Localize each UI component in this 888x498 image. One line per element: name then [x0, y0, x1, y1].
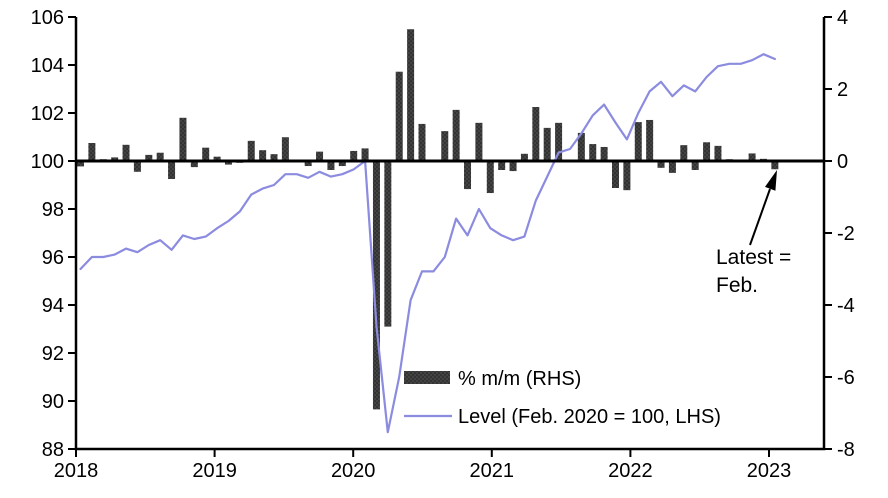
- bar-month-6: [145, 154, 153, 161]
- bar-month-9: [179, 117, 187, 161]
- left-axis-tick-label: 92: [42, 343, 64, 365]
- right-axis-tick-label: 4: [837, 7, 848, 29]
- legend-bar-label: % m/m (RHS): [458, 368, 581, 390]
- bar-month-45: [589, 144, 597, 161]
- bar-month-55: [703, 142, 711, 161]
- bar-month-18: [281, 137, 289, 161]
- bar-month-28: [395, 71, 403, 161]
- bar-month-54: [691, 161, 699, 170]
- right-axis-tick-label: -8: [837, 439, 855, 461]
- x-axis-tick-label: 2022: [608, 460, 653, 482]
- bar-month-0: [77, 161, 84, 167]
- bar-month-29: [407, 29, 415, 161]
- bar-month-21: [316, 151, 324, 161]
- bar-month-59: [748, 153, 756, 161]
- bar-month-48: [623, 161, 631, 191]
- bar-month-37: [498, 161, 506, 170]
- annotation-arrow-icon: [765, 170, 777, 191]
- left-axis-tick-label: 96: [42, 247, 64, 269]
- right-axis-tick-label: 0: [837, 151, 848, 173]
- left-axis-tick-label: 94: [42, 295, 64, 317]
- bar-month-24: [350, 150, 358, 161]
- x-axis-tick-label: 2023: [747, 460, 792, 482]
- left-axis-tick-label: 102: [31, 103, 64, 125]
- left-axis-tick-label: 88: [42, 439, 64, 461]
- bar-month-34: [464, 161, 472, 190]
- annotation-text-line1: Latest =: [716, 246, 791, 269]
- legend: % m/m (RHS) Level (Feb. 2020 = 100, LHS): [404, 368, 721, 428]
- right-axis-tick-label: -4: [837, 295, 855, 317]
- bar-month-51: [657, 161, 665, 168]
- right-axis-tick-label: 2: [837, 79, 848, 101]
- bar-month-38: [509, 161, 517, 172]
- annotation-text-line2: Feb.: [716, 274, 758, 297]
- bar-month-33: [452, 109, 460, 161]
- bar-month-13: [224, 161, 232, 165]
- left-axis-tick-label: 90: [42, 391, 64, 413]
- bar-month-47: [612, 161, 619, 188]
- x-axis-tick-label: 2020: [331, 460, 376, 482]
- annotation-latest: Latest = Feb.: [716, 170, 791, 297]
- bar-month-12: [213, 156, 221, 161]
- bar-month-20: [304, 161, 312, 167]
- bar-month-52: [668, 161, 676, 173]
- bar-month-30: [418, 123, 426, 161]
- bar-month-5: [133, 161, 141, 172]
- bar-month-44: [577, 132, 585, 161]
- bar-month-36: [486, 161, 494, 194]
- bar-month-46: [600, 146, 608, 161]
- bar-month-4: [122, 144, 130, 161]
- bar-month-10: [190, 161, 198, 168]
- bar-month-35: [475, 122, 483, 161]
- left-axis-tick-label: 100: [31, 151, 64, 173]
- legend-bar-swatch: [404, 371, 450, 384]
- bar-month-27: [384, 161, 392, 327]
- annotation-arrow-shaft: [749, 188, 771, 246]
- axes: [68, 16, 832, 457]
- bar-month-8: [168, 161, 176, 179]
- x-axis-tick-label: 2021: [470, 460, 515, 482]
- bar-month-26: [372, 161, 380, 410]
- bar-month-17: [270, 154, 278, 161]
- bar-series: [77, 29, 779, 410]
- bar-month-41: [543, 127, 551, 161]
- bar-month-7: [156, 152, 164, 161]
- legend-line-label: Level (Feb. 2020 = 100, LHS): [458, 406, 721, 428]
- left-axis-tick-label: 98: [42, 199, 64, 221]
- left-axis-tick-label: 106: [31, 7, 64, 29]
- bar-month-23: [338, 161, 346, 167]
- level-line: [79, 53, 777, 434]
- bar-month-49: [634, 122, 642, 161]
- bar-month-32: [441, 131, 449, 161]
- bar-month-25: [361, 148, 369, 161]
- right-axis-tick-label: -6: [837, 367, 855, 389]
- bar-month-3: [111, 157, 119, 161]
- left-axis-tick-label: 104: [31, 55, 64, 77]
- bar-month-11: [202, 147, 210, 161]
- bar-month-56: [714, 145, 722, 161]
- x-axis-tick-label: 2018: [54, 460, 99, 482]
- bar-month-15: [247, 140, 255, 161]
- bar-month-22: [327, 161, 335, 170]
- right-axis-tick-label: -2: [837, 223, 855, 245]
- bar-month-39: [520, 153, 528, 161]
- bar-month-61: [771, 161, 779, 170]
- x-axis-tick-label: 2019: [192, 460, 237, 482]
- bar-month-53: [680, 145, 688, 161]
- bar-month-40: [532, 107, 540, 161]
- axis-tick-labels: 106 104 102 100 98 96 94 92 90 88 4 2 0 -2 -4 -6 -8 2018 2…: [31, 7, 855, 482]
- bar-month-16: [259, 150, 267, 161]
- bar-month-42: [555, 122, 563, 161]
- level-line-series: [79, 53, 777, 434]
- bar-month-1: [88, 143, 96, 161]
- bar-month-50: [646, 119, 654, 161]
